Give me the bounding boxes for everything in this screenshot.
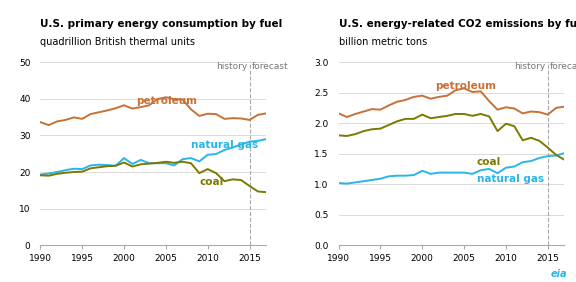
Text: eia: eia [551,269,567,279]
Text: petroleum: petroleum [435,81,496,91]
Text: U.S. primary energy consumption by fuel: U.S. primary energy consumption by fuel [40,19,283,29]
Text: coal: coal [476,157,501,167]
Text: natural gas: natural gas [476,174,544,184]
Text: forecast: forecast [550,62,576,71]
Text: natural gas: natural gas [191,140,258,149]
Text: petroleum: petroleum [137,96,198,105]
Text: history: history [514,62,545,71]
Text: quadrillion British thermal units: quadrillion British thermal units [40,38,195,47]
Text: U.S. energy-related CO2 emissions by fuel: U.S. energy-related CO2 emissions by fue… [339,19,576,29]
Text: billion metric tons: billion metric tons [339,38,427,47]
Text: coal: coal [199,177,223,187]
Text: forecast: forecast [252,62,289,71]
Text: history: history [216,62,247,71]
